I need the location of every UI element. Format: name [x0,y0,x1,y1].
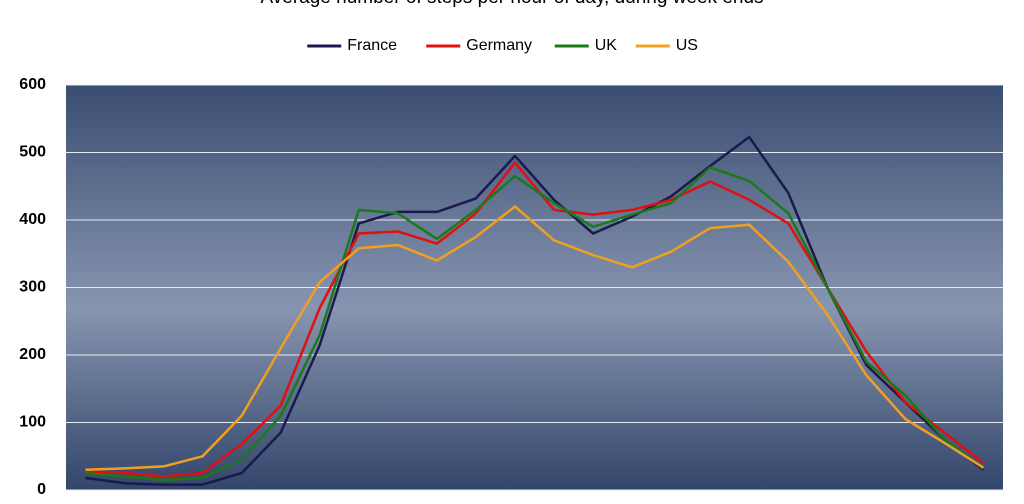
y-tick-label: 600 [19,76,46,93]
legend-label: Germany [466,37,532,54]
line-series [85,166,985,482]
y-tick-label: 400 [19,211,46,228]
line-series [85,205,985,472]
y-tick-label: 300 [19,279,46,296]
y-tick-label: 100 [19,414,46,431]
legend-label: US [676,37,698,54]
y-tick-label: 500 [19,144,46,161]
y-tick-label: 200 [19,346,46,363]
y-tick-label: 0 [37,481,46,498]
legend-label: UK [595,37,618,54]
chart-title: Average number of steps per hour of day,… [260,0,763,8]
legend-label: France [347,37,397,54]
